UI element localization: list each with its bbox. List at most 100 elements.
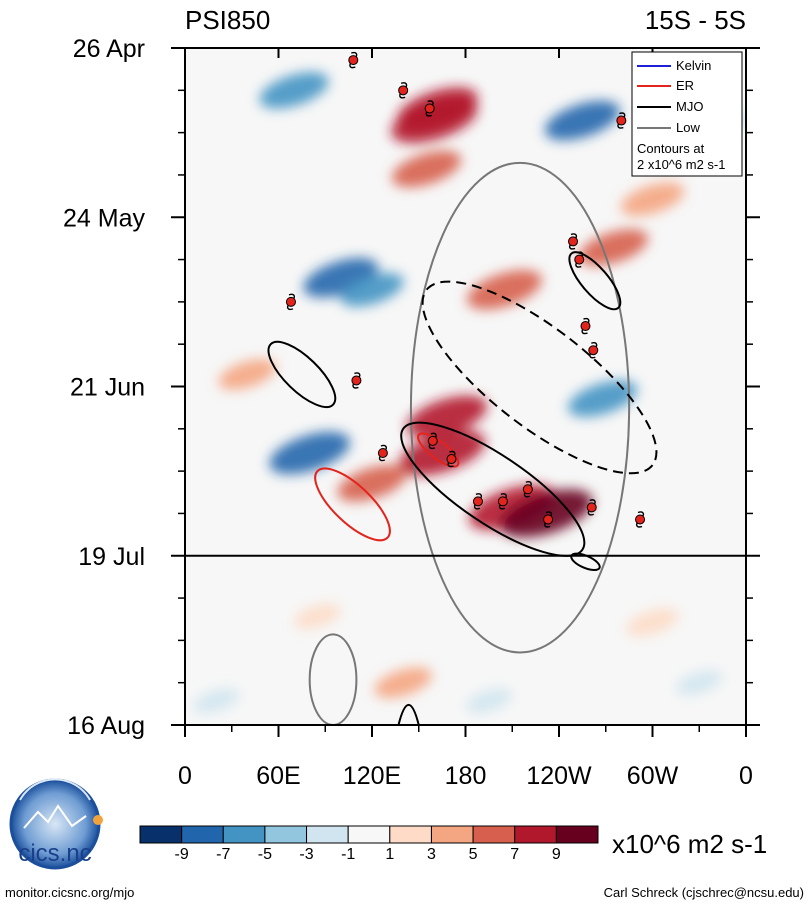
colorbar-units: x10^6 m2 s-1 [612, 829, 767, 859]
tropical-cyclone-icon [586, 499, 597, 516]
anomaly-blob [467, 270, 542, 310]
anomaly-blob [620, 182, 685, 216]
legend-note-line2: 2 x10^6 m2 s-1 [637, 157, 725, 172]
footer-credit: Carl Schreck (cjschrec@ncsu.edu) [604, 885, 804, 900]
anomaly-blob [259, 72, 329, 109]
legend-label-mjo: MJO [676, 99, 703, 114]
axes: 0 60E 120E 180 120W 60W 0 26 Apr 24 May 21 Jun 19 … [63, 35, 760, 790]
colorbar-swatch [264, 825, 308, 844]
anomaly-blob [193, 688, 240, 714]
footer-url[interactable]: monitor.cicsnc.org/mjo [5, 885, 134, 900]
colorbar-label: 1 [385, 846, 394, 863]
colorbar-label: 9 [552, 846, 561, 863]
contour-low [409, 161, 631, 654]
storm-markers [285, 51, 646, 528]
legend-note-line1: Contours at [637, 141, 705, 156]
tropical-cyclone-icon [543, 511, 554, 528]
colorbar: -9 -7 -5 -3 -1 1 3 5 7 9 [139, 825, 599, 863]
anomaly-blob [469, 484, 556, 531]
colorbar-label: -5 [258, 846, 272, 863]
legend-label-kelvin: Kelvin [676, 58, 711, 73]
x-tick-label: 120E [343, 762, 401, 790]
logo-ring-icon [19, 778, 91, 801]
colorbar-swatch [347, 825, 391, 844]
filter-contours [267, 161, 658, 725]
colorbar-label: 7 [510, 846, 519, 863]
tropical-cyclone-icon [351, 372, 362, 389]
anomaly-blob [500, 489, 593, 538]
tropical-cyclone-icon [574, 251, 585, 268]
anomaly-blob [337, 464, 407, 502]
contour-mjo [267, 340, 337, 408]
tropical-cyclone-icon [446, 450, 457, 468]
colorbar-swatch [555, 825, 599, 844]
colorbar-swatch [306, 825, 349, 844]
contour-er [417, 432, 460, 468]
colorbar-swatch [222, 825, 266, 844]
colorbar-label: -1 [341, 846, 355, 863]
tropical-cyclone-icon [427, 432, 438, 450]
colorbar-label: -9 [175, 846, 189, 863]
title-left: PSI850 [185, 5, 270, 35]
tropical-cyclone-icon [285, 293, 296, 311]
logo-sun-icon [93, 815, 103, 825]
anomaly-blob [568, 380, 638, 417]
y-tick-label: 19 Jul [78, 543, 145, 571]
anomaly-blob [578, 229, 649, 266]
cicsnc-logo: cics.nc [9, 778, 103, 870]
colorbar-label: -3 [299, 846, 313, 863]
x-tick-label: 0 [178, 762, 192, 790]
legend-label-er: ER [676, 78, 694, 93]
tropical-cyclone-icon [635, 511, 646, 528]
anomaly-blob [391, 150, 462, 188]
logo-text: cics.nc [18, 840, 91, 867]
anomaly-blob [465, 688, 512, 714]
x-tick-label: 0 [739, 762, 753, 790]
tropical-cyclone-icon [472, 493, 483, 510]
anomaly-blob [340, 273, 404, 307]
title-right: 15S - 5S [645, 5, 746, 35]
anomaly-blob [374, 667, 432, 698]
y-tick-label: 26 Apr [73, 35, 145, 63]
logo-mountain-icon [23, 804, 87, 829]
colorbar-swatch [181, 825, 224, 844]
colorbar-swatch [472, 825, 516, 844]
anomaly-field [193, 72, 739, 714]
tropical-cyclone-icon [424, 100, 435, 117]
colorbar-label: -7 [216, 846, 230, 863]
anomaly-blob [676, 670, 723, 696]
tropical-cyclone-icon [568, 233, 579, 250]
contour-mjo [400, 421, 586, 557]
tropical-cyclone-icon [348, 51, 359, 69]
anomaly-blob [544, 100, 620, 141]
anomaly-blob [391, 97, 478, 144]
contour-mjo [568, 251, 622, 311]
anomaly-blob [218, 359, 277, 390]
tropical-cyclone-icon [588, 342, 599, 359]
colorbar-swatch [139, 825, 183, 844]
anomaly-blob [398, 430, 486, 476]
tropical-cyclone-icon [522, 481, 533, 498]
colorbar-swatch [430, 825, 474, 844]
tropical-cyclone-icon [616, 112, 627, 129]
legend: Kelvin ER MJO Low Contours at 2 x10^6 m2… [631, 51, 743, 177]
tropical-cyclone-icon [497, 493, 508, 510]
tropical-cyclone-icon [377, 444, 388, 462]
tropical-cyclone-icon [580, 317, 591, 335]
anomaly-blob [269, 431, 350, 475]
x-tick-label: 60W [627, 762, 679, 790]
anomaly-blob [406, 395, 488, 438]
colorbar-swatch [514, 825, 557, 844]
tropical-cyclone-icon [398, 82, 409, 99]
y-tick-label: 21 Jun [70, 374, 145, 402]
anomaly-blob [294, 603, 341, 629]
x-tick-label: 60E [256, 762, 300, 790]
legend-box [631, 51, 743, 177]
legend-label-low: Low [676, 120, 700, 135]
anomaly-blob [626, 608, 679, 637]
y-tick-label: 16 Aug [67, 712, 145, 740]
colorbar-label: 3 [427, 846, 436, 863]
contour-mjo [421, 280, 658, 475]
x-tick-label: 180 [445, 762, 487, 790]
